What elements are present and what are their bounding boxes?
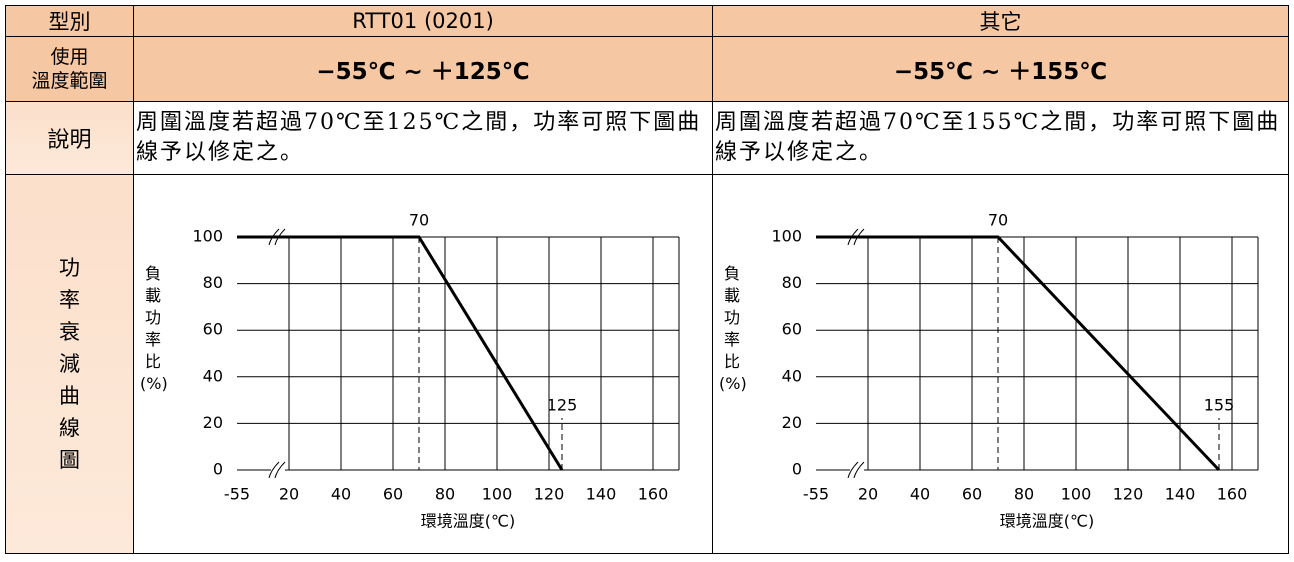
x-tick-label: 80 xyxy=(435,485,455,504)
y-tick-label: 60 xyxy=(782,320,802,339)
x-tick-label: 60 xyxy=(962,485,982,504)
desc-row: 說明 周圍溫度若超過70℃至125℃之間，功率可照下圖曲線予以修定之。 周圍溫度… xyxy=(5,101,1289,175)
temp-range: −55℃ ~ ＋155℃ xyxy=(712,36,1289,102)
chart-cell: 負載功率比(%) 0 20 40 60 80 100 -55 20 40 60 80 100 120 14… xyxy=(712,174,1289,554)
x-axis-label: 環境溫度(℃) xyxy=(421,512,515,531)
chart: 0 20 40 60 80 100 -55 20 40 60 80 100 120 140 160 環境溫度(… xyxy=(192,211,680,531)
y-tick-label: 100 xyxy=(771,227,802,246)
x-tick-label: 100 xyxy=(1061,485,1092,504)
axis-break xyxy=(274,461,286,479)
x-tick-label: 100 xyxy=(482,485,513,504)
row-label: 使用 溫度範圍 xyxy=(5,36,134,102)
chart-row: 功率衰減曲線圖 負載功率比(%) 0 20 40 60 80 100 -55 20 40 60 80… xyxy=(5,174,1289,554)
annotation: 125 xyxy=(547,396,578,415)
x-tick-label: 40 xyxy=(910,485,930,504)
x-tick-label: 60 xyxy=(383,485,403,504)
annotation: 70 xyxy=(409,211,429,230)
x-tick-label: 80 xyxy=(1014,485,1034,504)
x-tick-label: 140 xyxy=(586,485,617,504)
y-tick-label: 20 xyxy=(203,413,223,432)
row-label: 功率衰減曲線圖 xyxy=(59,256,80,472)
header-cell: RTT01 (0201) xyxy=(133,5,713,37)
x-tick-label: 20 xyxy=(858,485,878,504)
annotation: 70 xyxy=(988,211,1008,230)
x-tick-label: -55 xyxy=(803,485,829,504)
spec-table: 型別 RTT01 (0201) 其它 使用 溫度範圍 −55℃ ~ ＋125℃ … xyxy=(5,5,1289,554)
y-tick-label: 60 xyxy=(203,320,223,339)
x-tick-label: 120 xyxy=(534,485,565,504)
x-axis-label: 環境溫度(℃) xyxy=(1000,512,1094,531)
x-tick-label: 120 xyxy=(1113,485,1144,504)
y-axis-label: 負載功率比(%) xyxy=(140,264,168,393)
header-row: 型別 RTT01 (0201) 其它 xyxy=(5,5,1289,37)
x-tick-label: 40 xyxy=(331,485,351,504)
description: 周圍溫度若超過70℃至155℃之間，功率可照下圖曲線予以修定之。 xyxy=(712,101,1289,175)
axis-break xyxy=(268,461,280,479)
y-tick-label: 0 xyxy=(213,460,223,479)
x-tick-label: 140 xyxy=(1165,485,1196,504)
x-tick-label: 160 xyxy=(638,485,669,504)
y-tick-label: 40 xyxy=(782,366,802,385)
x-tick-label: 160 xyxy=(1217,485,1248,504)
y-tick-label: 80 xyxy=(203,273,223,292)
y-tick-label: 0 xyxy=(792,460,802,479)
axis-break xyxy=(847,461,859,479)
x-tick-label: -55 xyxy=(224,485,250,504)
axis-break xyxy=(853,461,865,479)
description: 周圍溫度若超過70℃至125℃之間，功率可照下圖曲線予以修定之。 xyxy=(133,101,713,175)
derating-curve xyxy=(237,235,564,471)
y-tick-label: 100 xyxy=(192,227,223,246)
chart-cell: 負載功率比(%) 0 20 40 60 80 100 -55 20 40 60 80 100 120 14… xyxy=(133,174,713,554)
header-cell: 型別 xyxy=(5,5,134,37)
row-label-cell: 功率衰減曲線圖 xyxy=(5,174,134,554)
temp-row: 使用 溫度範圍 −55℃ ~ ＋125℃ −55℃ ~ ＋155℃ xyxy=(5,36,1289,102)
derating-curve xyxy=(816,235,1221,472)
row-label: 說明 xyxy=(5,101,134,175)
header-cell: 其它 xyxy=(712,5,1289,37)
x-tick-label: 20 xyxy=(279,485,299,504)
annotation: 155 xyxy=(1204,396,1235,415)
temp-range: −55℃ ~ ＋125℃ xyxy=(133,36,713,102)
y-tick-label: 40 xyxy=(203,366,223,385)
y-axis-label: 負載功率比(%) xyxy=(719,264,747,393)
y-tick-label: 20 xyxy=(782,413,802,432)
chart: 0 20 40 60 80 100 -55 20 40 60 80 100 120 140 160 環境溫度(… xyxy=(771,211,1259,531)
y-tick-label: 80 xyxy=(782,273,802,292)
